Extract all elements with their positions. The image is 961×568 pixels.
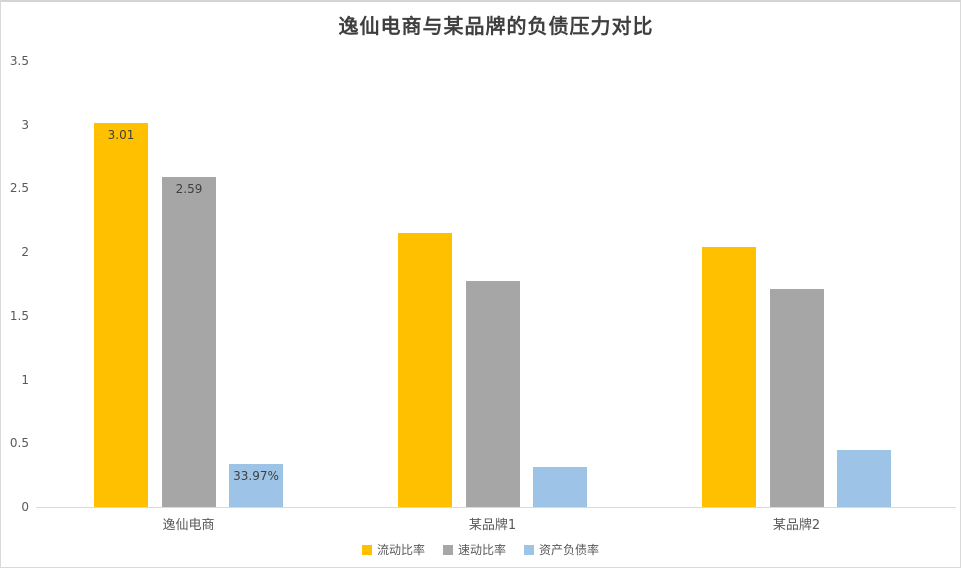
bar-流动比率-某品牌2 [702,247,756,507]
bar-速动比率-逸仙电商: 2.59 [162,176,216,507]
y-axis-tick-label: 2 [21,245,29,260]
legend-item: 资产负债率 [524,541,599,558]
bar-速动比率-某品牌1 [466,281,520,507]
bar-资产负债率-某品牌1 [533,467,587,507]
legend-swatch-icon [442,544,453,555]
x-axis-category-label: 某品牌1 [468,518,517,533]
y-axis-tick-label: 1.5 [9,308,29,323]
x-axis-category-label: 逸仙电商 [162,518,215,533]
bar-资产负债率-逸仙电商: 33.97% [229,463,283,507]
legend-item: 速动比率 [442,541,506,558]
bar-data-label: 33.97% [233,468,279,483]
bar-data-label: 2.59 [175,181,203,196]
y-axis-tick-label: 1 [21,372,29,387]
legend-label: 资产负债率 [539,543,600,557]
y-axis-tick-label: 0.5 [9,436,29,451]
legend-label: 流动比率 [376,543,425,557]
bar-流动比率-逸仙电商: 3.01 [94,123,148,507]
x-axis-line [36,507,956,508]
legend-item: 流动比率 [361,541,425,558]
bar-速动比率-某品牌2 [770,289,824,507]
y-axis-tick-label: 2.5 [9,181,29,196]
bar-data-label: 3.01 [107,128,135,143]
chart-title: 逸仙电商与某品牌的负债压力对比 [338,14,654,38]
legend-label: 速动比率 [457,543,506,557]
legend-swatch-icon [361,544,372,555]
y-axis-tick-label: 0 [21,500,29,514]
bar-资产负债率-某品牌2 [837,449,891,507]
bar-流动比率-某品牌1 [398,233,452,507]
legend-swatch-icon [524,544,534,555]
x-axis-category-label: 某品牌2 [772,518,821,533]
legend: 流动比率 速动比率 资产负债率 [1,541,960,558]
y-axis-tick-label: 3.5 [9,54,29,68]
y-axis-tick-label: 3 [21,117,29,132]
